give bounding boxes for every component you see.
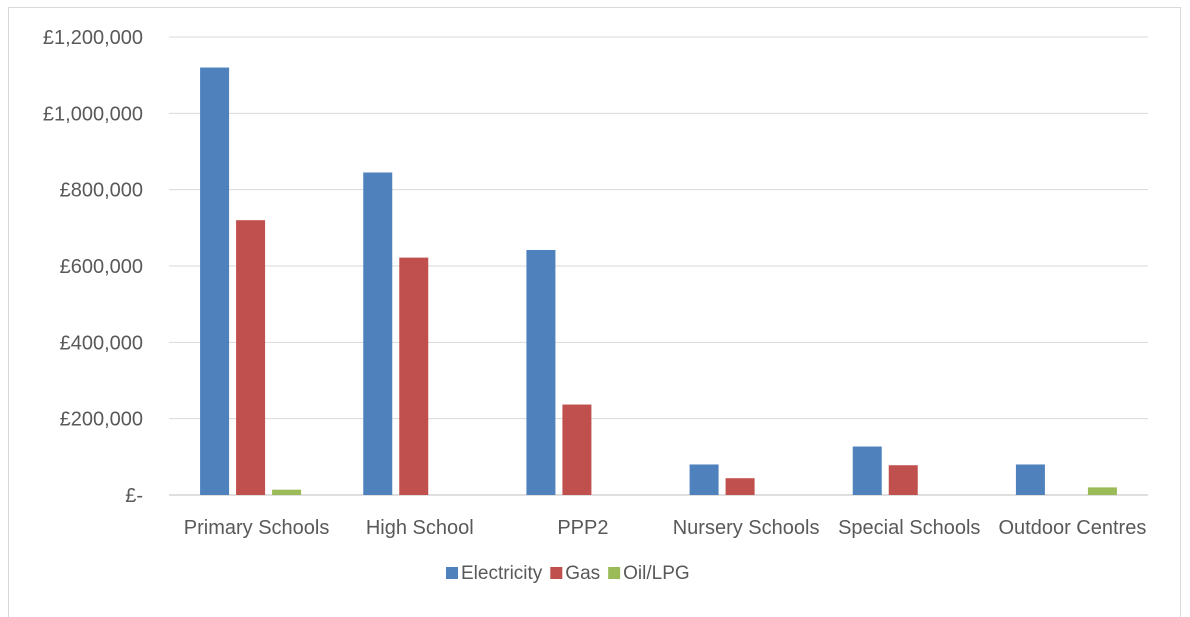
chart-frame — [8, 7, 1181, 617]
bar-electricity-primary-schools — [200, 67, 230, 496]
bar-electricity-special-schools — [852, 446, 882, 495]
x-tick-label: Nursery Schools — [673, 517, 820, 539]
bar-gas-ppp2 — [562, 404, 592, 495]
bar-gas-high-school — [399, 257, 429, 495]
bar-gas-nursery-schools — [725, 478, 755, 495]
x-axis-tick-labels: Primary Schools High School PPP2 Nursery Sc… — [184, 517, 1147, 539]
y-tick-label: £1,200,000 — [43, 27, 143, 49]
bar-electricity-outdoor-centres — [1015, 464, 1045, 495]
bars — [200, 67, 1117, 496]
y-tick-label: £1,000,000 — [43, 103, 143, 125]
legend-swatch-gas — [550, 567, 563, 579]
legend-label-electricity: Electricity — [461, 563, 543, 584]
x-tick-label: Primary Schools — [184, 517, 330, 539]
legend-swatch-electricity — [446, 567, 458, 579]
bar-oil-lpg-primary-schools — [272, 489, 302, 495]
gridlines — [169, 36, 1148, 496]
x-tick-label: High School — [366, 517, 474, 539]
bar-electricity-high-school — [363, 172, 393, 495]
bar-gas-special-schools — [888, 465, 918, 495]
y-tick-label: £600,000 — [60, 256, 143, 278]
bar-electricity-nursery-schools — [689, 464, 719, 495]
bar-oil-lpg-outdoor-centres — [1087, 487, 1117, 495]
y-tick-label: £200,000 — [60, 409, 143, 431]
x-tick-label: Outdoor Centres — [998, 517, 1146, 539]
x-tick-label: Special Schools — [838, 517, 980, 539]
legend-swatch-oil-lpg — [608, 567, 621, 579]
x-tick-label: PPP2 — [557, 517, 608, 539]
y-axis-tick-labels: £- £200,000 £400,000 £600,000 £800,000 £1,000… — [43, 27, 143, 507]
legend: Electricity Gas Oil/LPG — [446, 563, 690, 584]
legend-label-oil-lpg: Oil/LPG — [623, 563, 690, 584]
y-tick-label: £800,000 — [60, 180, 143, 202]
legend-label-gas: Gas — [565, 563, 600, 584]
y-tick-label: £400,000 — [60, 332, 143, 354]
bar-gas-primary-schools — [236, 220, 266, 495]
y-tick-label: £- — [125, 485, 143, 507]
bar-electricity-ppp2 — [526, 249, 556, 495]
